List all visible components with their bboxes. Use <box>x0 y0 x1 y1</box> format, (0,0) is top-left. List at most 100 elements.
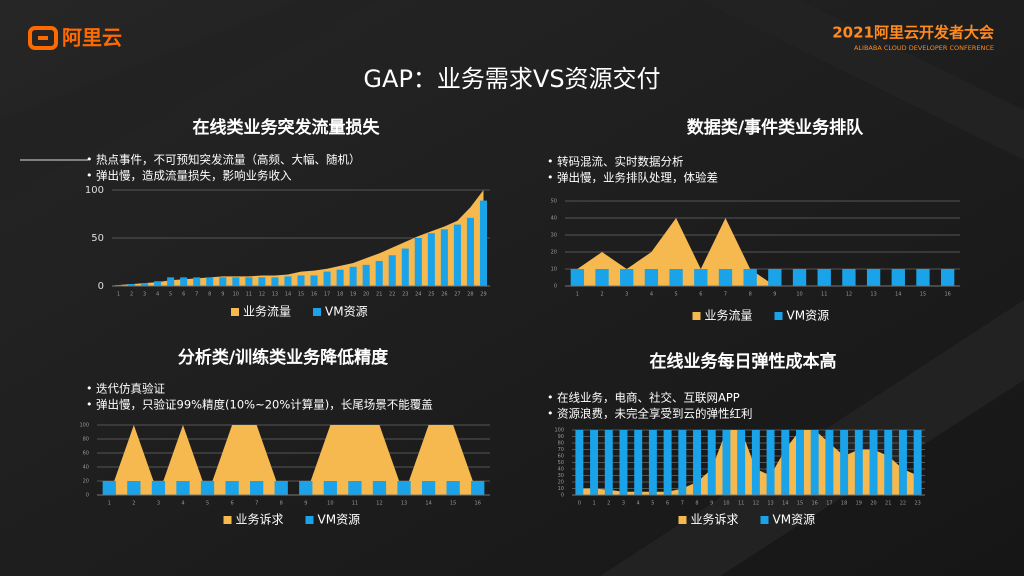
bar <box>193 277 201 286</box>
x-tick-label: 11 <box>738 501 744 507</box>
x-tick-label: 22 <box>389 292 395 298</box>
x-tick-label: 16 <box>475 501 481 507</box>
x-tick-label: 2 <box>130 292 133 298</box>
bar <box>840 430 849 495</box>
x-tick-label: 16 <box>812 501 818 507</box>
x-tick-label: 3 <box>157 501 160 507</box>
x-tick-label: 10 <box>796 292 802 298</box>
y-tick-label: 30 <box>551 233 557 239</box>
x-tick-label: 28 <box>467 292 473 298</box>
note: 迭代仿真验证 <box>96 382 165 396</box>
x-tick-label: 6 <box>182 292 185 298</box>
bar <box>940 269 955 286</box>
bar <box>250 481 264 495</box>
y-tick-label: 90 <box>558 434 564 440</box>
bar <box>590 430 599 495</box>
bar <box>323 481 337 495</box>
bullet: • <box>547 391 554 404</box>
x-tick-label: 13 <box>272 292 278 298</box>
x-tick-label: 13 <box>870 292 876 298</box>
x-tick-label: 10 <box>233 292 239 298</box>
y-tick-label: 10 <box>558 486 564 492</box>
y-tick-label: 0 <box>98 281 104 292</box>
bar <box>644 269 659 286</box>
legend-label: 业务诉求 <box>236 512 284 527</box>
x-tick-label: 9 <box>710 501 713 507</box>
x-tick-label: 18 <box>841 501 847 507</box>
x-tick-label: 15 <box>450 501 456 507</box>
x-tick-label: 19 <box>350 292 356 298</box>
note: 转码混流、实时数据分析 <box>557 155 684 169</box>
x-tick-label: 23 <box>402 292 408 298</box>
y-tick-label: 100 <box>554 428 564 434</box>
bar <box>219 277 227 286</box>
chart-title: 数据类/事件类业务排队 <box>687 117 864 138</box>
y-tick-label: 80 <box>83 437 89 443</box>
bullet: • <box>547 155 554 168</box>
bar <box>842 269 856 286</box>
bar <box>348 481 362 495</box>
bar <box>669 269 683 286</box>
bar <box>471 481 485 495</box>
bar <box>707 430 716 495</box>
x-tick-label: 12 <box>753 501 759 507</box>
legend-swatch <box>223 516 232 524</box>
x-tick-label: 1 <box>576 292 579 298</box>
y-tick-label: 40 <box>558 467 564 473</box>
x-tick-label: 14 <box>782 501 788 507</box>
x-tick-label: 22 <box>900 501 906 507</box>
x-tick-label: 1 <box>117 292 120 298</box>
bar <box>854 430 863 495</box>
bar <box>796 430 804 495</box>
note: 弹出慢，造成流量损失，影响业务收入 <box>96 169 292 183</box>
bar <box>349 266 357 286</box>
x-tick-label: 14 <box>285 292 291 298</box>
x-tick-label: 2 <box>132 501 135 507</box>
bar <box>336 269 344 286</box>
y-tick-label: 20 <box>551 250 557 256</box>
bar <box>884 430 893 495</box>
bar <box>232 277 240 286</box>
bar <box>446 481 460 495</box>
y-tick-label: 50 <box>91 233 104 244</box>
legend-label: VM资源 <box>787 309 830 323</box>
bar <box>663 430 672 495</box>
bar <box>180 277 188 286</box>
bar <box>440 229 448 286</box>
bar <box>206 277 214 286</box>
x-tick-label: 12 <box>376 501 382 507</box>
x-tick-label: 4 <box>156 292 159 298</box>
bar <box>825 430 834 495</box>
bar <box>766 430 775 495</box>
legend-label: VM资源 <box>325 305 368 319</box>
bar <box>200 481 215 495</box>
legend-label: VM资源 <box>773 513 816 527</box>
bar <box>595 269 609 286</box>
y-tick-label: 0 <box>561 493 564 499</box>
bar <box>388 255 396 286</box>
bar <box>916 269 930 286</box>
bar <box>678 430 687 495</box>
bar <box>323 271 331 286</box>
conference: 2021阿里云开发者大会 <box>832 24 994 42</box>
legend-label: 业务诉求 <box>691 512 739 527</box>
y-tick-label: 80 <box>558 441 564 447</box>
y-tick-label: 50 <box>551 199 557 205</box>
x-tick-label: 26 <box>441 292 447 298</box>
bar <box>619 430 628 495</box>
x-tick-label: 5 <box>169 292 172 298</box>
x-tick-label: 17 <box>826 501 832 507</box>
bar <box>401 248 409 286</box>
bar <box>479 200 488 286</box>
y-tick-label: 10 <box>551 267 557 273</box>
x-tick-label: 5 <box>651 501 654 507</box>
legend-label: VM资源 <box>318 513 361 527</box>
x-tick-label: 6 <box>666 501 669 507</box>
bar <box>127 481 141 495</box>
x-tick-label: 11 <box>246 292 252 298</box>
y-tick-label: 20 <box>558 480 564 486</box>
bar <box>453 224 461 286</box>
bar <box>743 269 757 286</box>
